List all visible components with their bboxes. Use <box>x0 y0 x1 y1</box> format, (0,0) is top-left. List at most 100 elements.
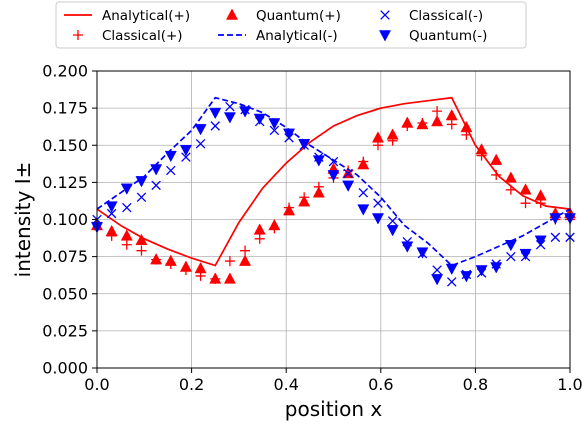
data-point-quantum <box>223 112 236 124</box>
data-point-quantum <box>150 164 163 176</box>
data-point-quantum <box>460 271 473 283</box>
data-point-classical <box>446 277 457 287</box>
data-point-classical <box>491 169 502 180</box>
tick-layer: 0.0 0.2 0.4 0.6 0.8 1.0 0.000 0.025 0.050 0.075 0.… <box>42 62 582 395</box>
data-point-classical <box>358 188 369 198</box>
legend-entry-classical: Classical(+) <box>73 28 183 44</box>
data-point-quantum <box>194 261 207 274</box>
data-point-quantum <box>357 204 370 216</box>
data-point-quantum <box>283 204 296 216</box>
data-point-quantum <box>371 131 384 143</box>
y-tick-label: 0.050 <box>42 284 88 303</box>
series-line-analytical <box>96 96 571 267</box>
data-point-classical <box>254 233 265 244</box>
y-tick-label: 0.100 <box>42 210 88 229</box>
data-point-classical <box>387 216 398 226</box>
data-point-quantum <box>475 143 488 155</box>
data-point-quantum <box>490 153 503 165</box>
legend-swatch <box>73 30 83 40</box>
data-point-quantum <box>534 235 547 247</box>
legend-label: Quantum(+) <box>256 8 341 24</box>
legend-swatch <box>378 30 392 42</box>
data-point-quantum <box>105 201 118 213</box>
series-classical <box>92 106 575 284</box>
data-point-quantum <box>120 183 133 195</box>
legend-label: Classical(-) <box>409 8 483 24</box>
data-point-quantum <box>150 253 163 265</box>
data-point-classical <box>151 180 161 191</box>
data-point-classical <box>136 245 147 256</box>
legend-frame <box>55 1 527 49</box>
data-point-quantum <box>431 274 444 286</box>
grid-layer <box>96 70 571 369</box>
x-tick-label: 1.0 <box>557 375 582 394</box>
data-point-classical <box>446 119 457 130</box>
data-point-quantum <box>105 224 118 237</box>
data-point-quantum <box>312 186 325 198</box>
data-point-quantum <box>209 107 222 120</box>
data-point-quantum <box>416 247 429 259</box>
data-point-quantum <box>519 248 532 261</box>
data-layer <box>90 96 577 287</box>
data-point-quantum <box>298 139 311 151</box>
data-point-quantum <box>298 195 311 207</box>
data-point-classical <box>121 239 132 250</box>
series-quantum <box>90 106 577 286</box>
data-point-quantum <box>504 239 517 252</box>
data-point-classical <box>224 256 235 267</box>
data-point-classical <box>166 165 176 176</box>
legend-entry-analytical: Analytical(+) <box>64 8 190 24</box>
data-point-quantum <box>223 272 236 284</box>
data-point-quantum <box>268 118 281 130</box>
legend-swatch <box>380 10 390 20</box>
y-tick-label: 0.000 <box>42 359 88 378</box>
data-point-classical <box>373 198 383 208</box>
data-point-classical <box>122 202 132 213</box>
legend: Analytical(+) Classical(+) Quantum(+) Analy… <box>55 1 527 49</box>
data-point-quantum <box>416 117 429 130</box>
y-tick-label: 0.175 <box>42 99 88 118</box>
data-point-quantum <box>342 180 355 192</box>
x-tick-label: 0.2 <box>179 375 204 394</box>
x-tick-label: 0.8 <box>463 375 488 394</box>
data-point-classical <box>506 251 516 262</box>
data-point-quantum <box>179 144 192 157</box>
x-axis-label: position x <box>285 397 383 421</box>
data-point-quantum <box>179 260 192 272</box>
data-point-quantum <box>357 158 370 170</box>
data-point-classical <box>343 168 353 179</box>
series-quantum <box>90 109 577 284</box>
data-point-quantum <box>386 128 399 140</box>
data-point-quantum <box>268 218 281 231</box>
data-point-quantum <box>549 213 562 225</box>
data-point-classical <box>106 208 117 219</box>
data-point-classical <box>240 245 251 256</box>
data-point-quantum <box>519 183 532 195</box>
data-point-quantum <box>327 170 340 182</box>
y-tick-label: 0.025 <box>42 321 88 340</box>
y-tick-label: 0.125 <box>42 173 88 192</box>
data-point-quantum <box>239 254 252 266</box>
data-point-quantum <box>490 262 503 274</box>
data-point-classical <box>181 152 191 162</box>
data-point-quantum <box>283 128 296 140</box>
y-tick-label: 0.200 <box>42 62 88 81</box>
data-point-quantum <box>534 189 547 201</box>
data-point-quantum <box>504 171 517 183</box>
series-analytical <box>96 96 571 267</box>
data-point-quantum <box>431 114 444 127</box>
data-point-quantum <box>475 265 488 277</box>
data-point-classical <box>505 184 516 195</box>
data-point-quantum <box>401 241 414 253</box>
y-axis-label: intensity I± <box>11 162 35 278</box>
legend-label: Analytical(-) <box>256 28 338 44</box>
data-point-quantum <box>386 225 399 237</box>
data-point-quantum <box>194 124 207 136</box>
data-point-quantum <box>209 272 222 284</box>
legend-swatch <box>225 8 239 20</box>
data-point-quantum <box>164 150 177 163</box>
data-point-classical <box>432 265 442 275</box>
data-point-quantum <box>120 229 133 241</box>
